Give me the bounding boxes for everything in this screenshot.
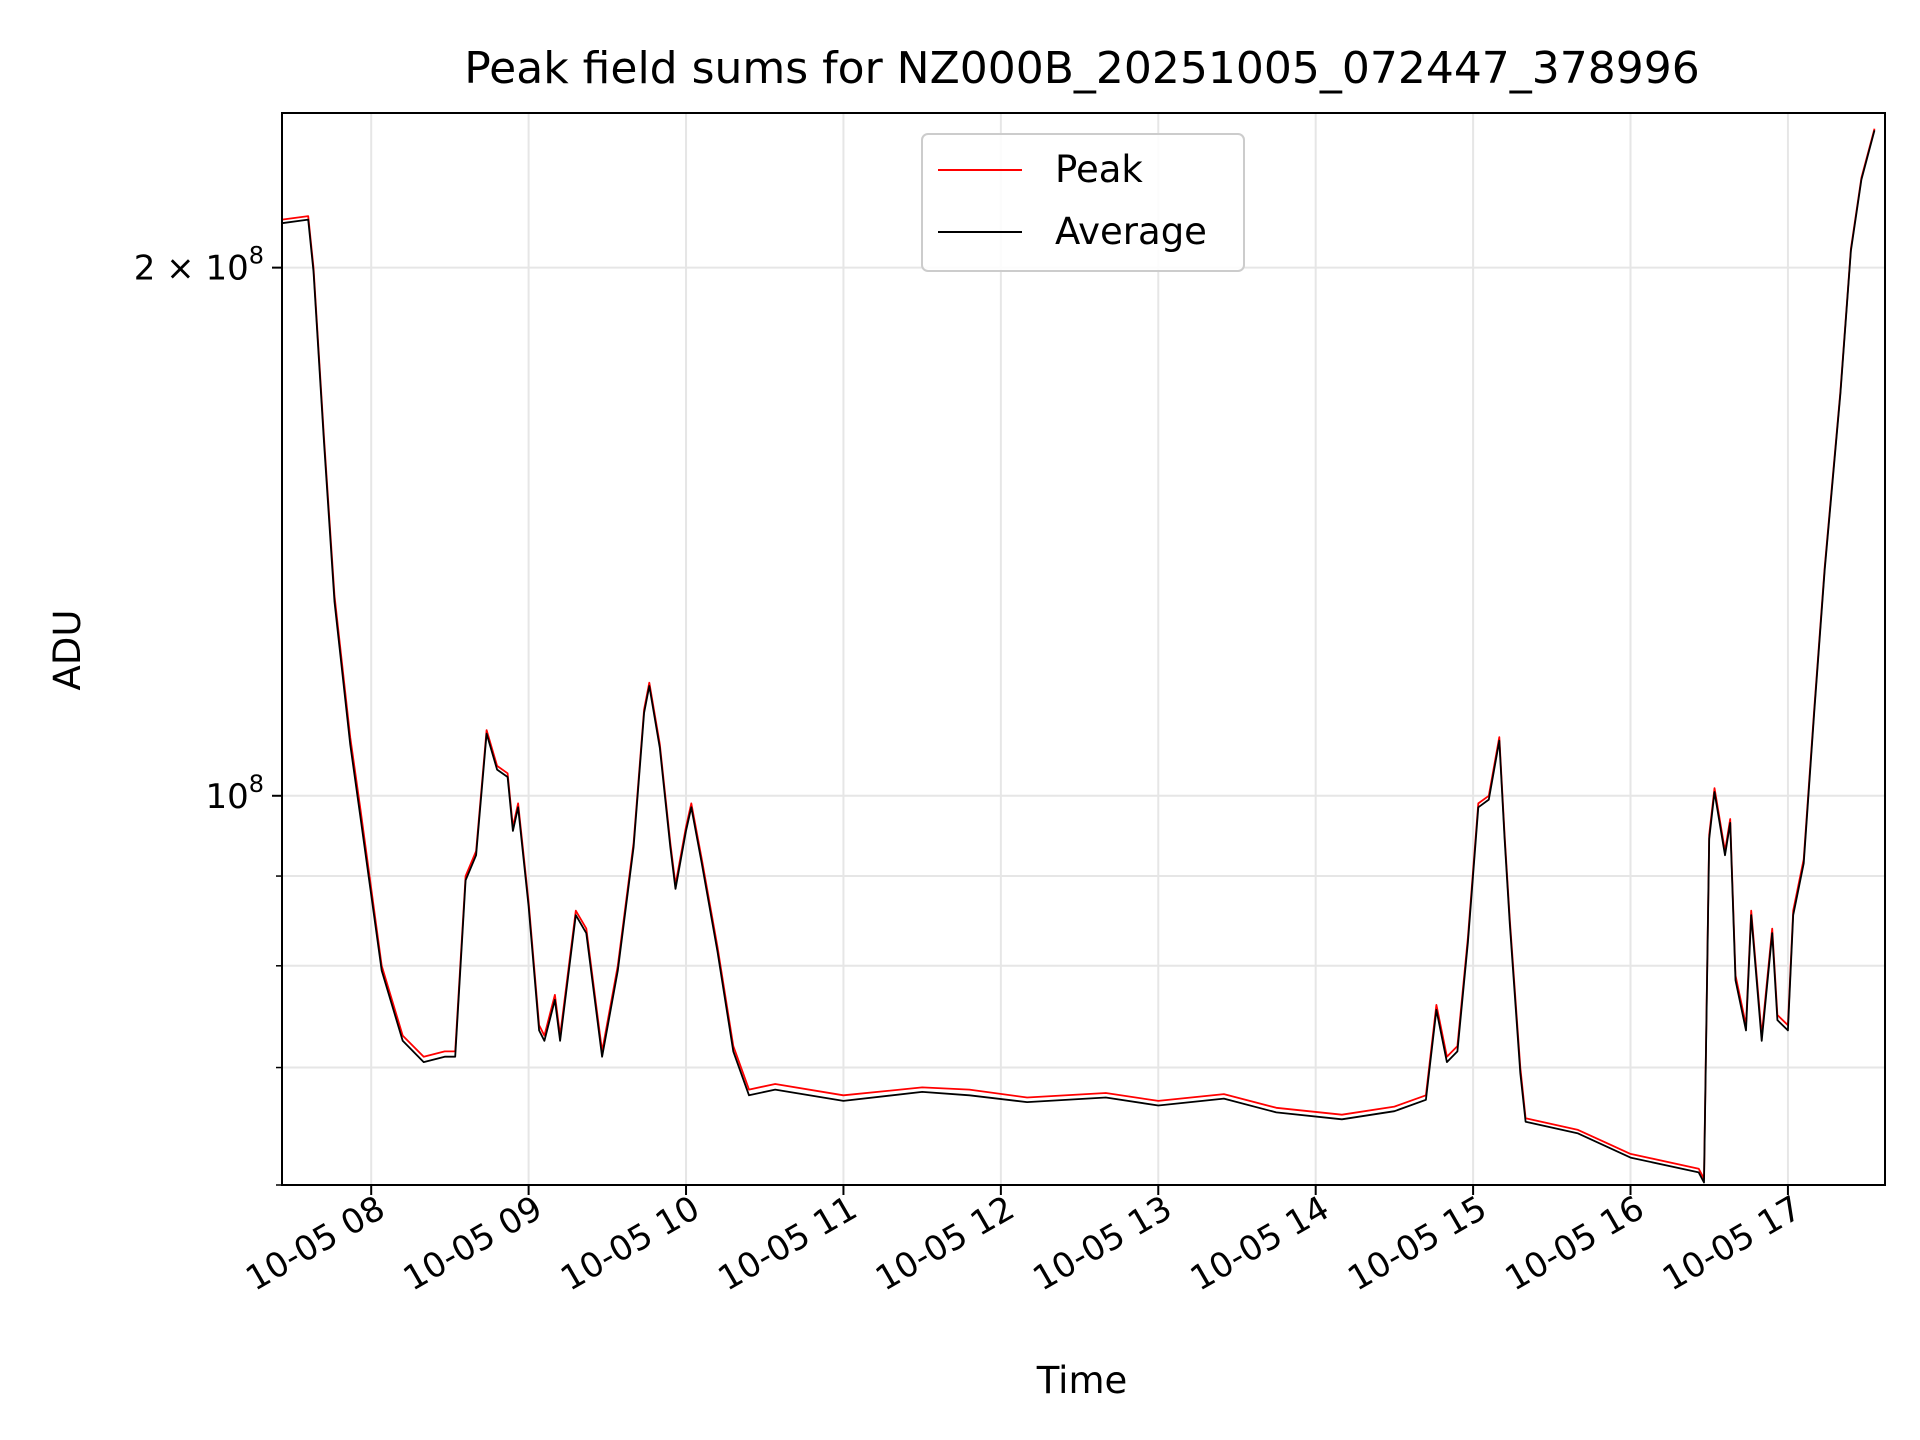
y-tick-label: 2 × 108 bbox=[134, 242, 264, 289]
y-tick-label: 108 bbox=[205, 770, 264, 817]
legend-label-peak: Peak bbox=[1055, 148, 1143, 191]
legend-label-average: Average bbox=[1055, 210, 1207, 253]
plot-lines bbox=[281, 128, 1876, 1184]
chart-title: Peak field sums for NZ000B_20251005_0724… bbox=[464, 43, 1700, 94]
y-axis: 108 2 × 108 bbox=[134, 242, 282, 1186]
series-line-average bbox=[281, 130, 1876, 1184]
y-axis-label: ADU bbox=[46, 610, 89, 691]
legend: Peak Average bbox=[921, 133, 1245, 272]
x-axis-label: Time bbox=[1036, 1359, 1128, 1402]
legend-box bbox=[921, 133, 1245, 272]
plot-frame bbox=[281, 112, 1886, 1186]
